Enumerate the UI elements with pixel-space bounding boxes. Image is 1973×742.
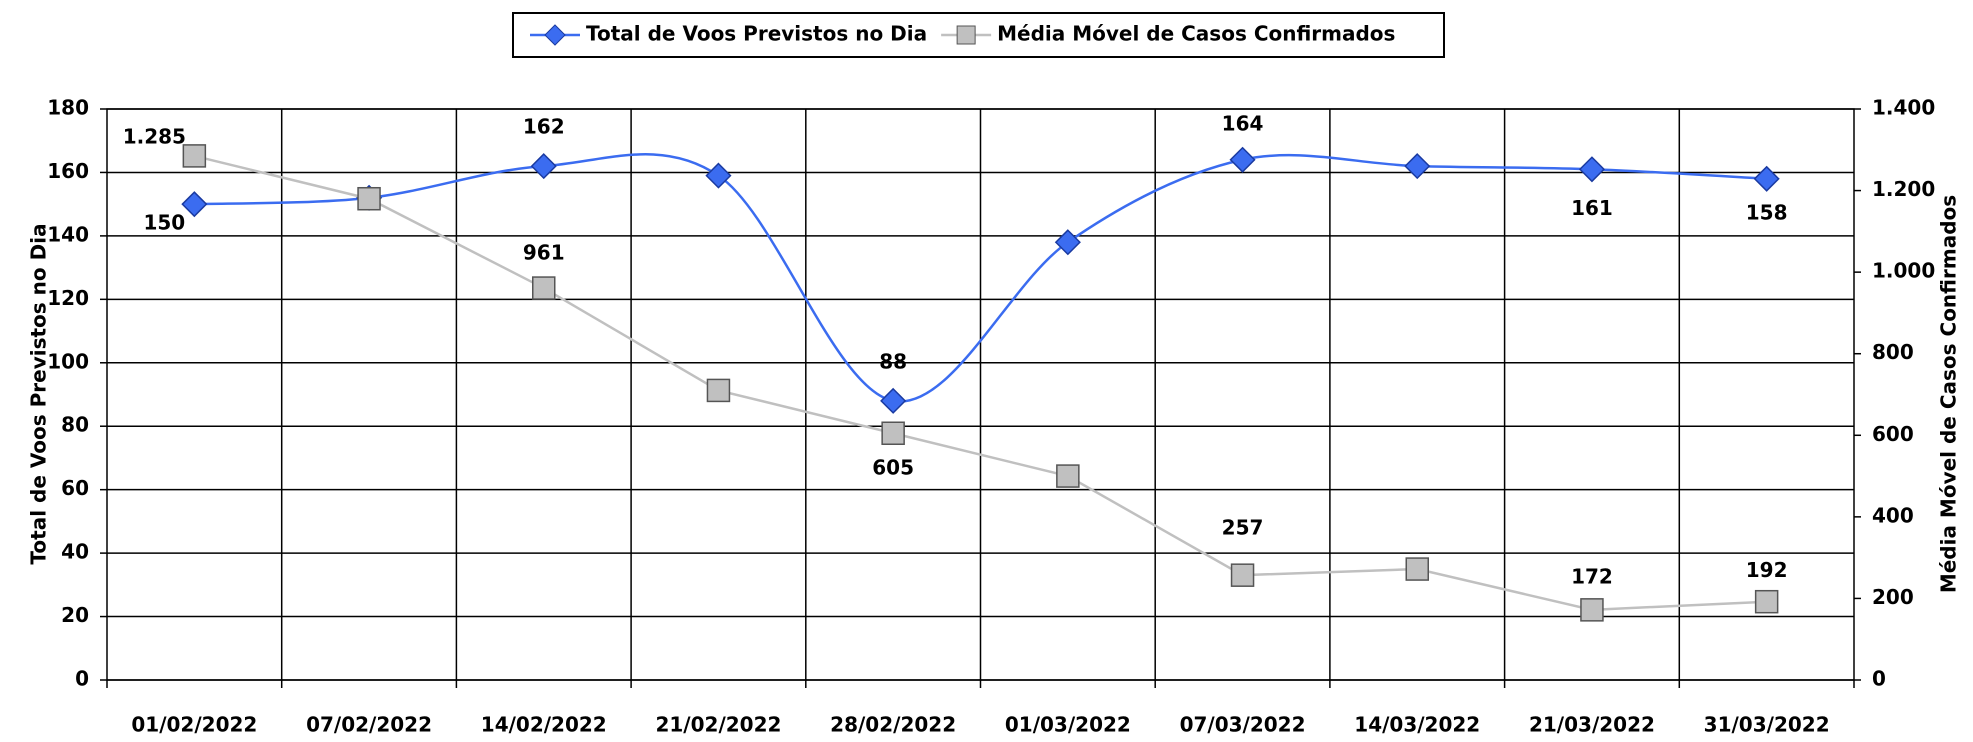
y-tick-label: 180 — [47, 96, 89, 120]
y-tick-label: 0 — [75, 667, 89, 691]
diamond-marker — [1054, 229, 1081, 256]
y-tick-label: 60 — [61, 476, 89, 500]
series-line — [194, 154, 1767, 612]
y2-tick-label: 1.000 — [1872, 259, 1935, 283]
data-label: 257 — [1222, 516, 1264, 540]
y2-tick-label: 1.400 — [1872, 96, 1935, 120]
data-label: 961 — [523, 241, 565, 265]
data-label: 161 — [1571, 196, 1613, 220]
legend-label: Média Móvel de Casos Confirmados — [997, 22, 1395, 46]
square-marker — [1056, 464, 1080, 488]
legend-square — [956, 25, 976, 45]
y2-tick-label: 1.200 — [1872, 177, 1935, 201]
square-marker — [532, 276, 556, 300]
x-tick-label: 14/03/2022 — [1354, 713, 1480, 737]
diamond-marker — [181, 191, 208, 218]
x-tick-label: 14/02/2022 — [481, 713, 607, 737]
diamond-marker — [530, 153, 557, 180]
diamond-marker — [1753, 165, 1780, 192]
x-tick-label: 07/02/2022 — [306, 713, 432, 737]
x-tick-label: 01/03/2022 — [1005, 713, 1131, 737]
x-tick-label: 21/02/2022 — [655, 713, 781, 737]
y-tick-label: 100 — [47, 349, 89, 373]
x-tick-label: 28/02/2022 — [830, 713, 956, 737]
diamond-marker — [705, 162, 732, 189]
data-label: 192 — [1746, 558, 1788, 582]
square-marker — [1580, 598, 1604, 622]
y-tick-label: 20 — [61, 603, 89, 627]
data-label: 150 — [143, 211, 185, 235]
square-marker — [182, 144, 207, 168]
square-marker — [1230, 563, 1255, 587]
y-axis-title: Total de Voos Previstos no Dia — [27, 223, 51, 564]
y2-tick-label: 400 — [1872, 503, 1914, 527]
series-line — [194, 153, 1767, 403]
x-tick-label: 31/03/2022 — [1704, 713, 1830, 737]
data-label: 172 — [1571, 564, 1613, 588]
x-tick-label: 07/03/2022 — [1180, 713, 1306, 737]
data-label: 605 — [872, 456, 914, 480]
diamond-marker — [1229, 146, 1256, 173]
y-tick-label: 160 — [47, 159, 89, 183]
y-tick-label: 120 — [47, 286, 89, 310]
square-marker — [1754, 589, 1779, 614]
diamond-marker — [1404, 153, 1431, 180]
y2-axis-title: Média Móvel de Casos Confirmados — [1937, 195, 1961, 593]
y2-tick-label: 200 — [1872, 585, 1914, 609]
x-tick-label: 21/03/2022 — [1529, 713, 1655, 737]
data-label: 162 — [523, 115, 565, 139]
square-marker — [1405, 557, 1429, 581]
legend-diamond — [544, 24, 566, 46]
data-label: 158 — [1746, 200, 1788, 224]
y-tick-label: 80 — [61, 413, 89, 437]
data-label: 1.285 — [123, 124, 186, 148]
x-tick-label: 01/02/2022 — [131, 713, 257, 737]
diamond-marker — [880, 387, 907, 414]
y2-tick-label: 0 — [1872, 667, 1886, 691]
y-tick-label: 140 — [47, 222, 89, 246]
square-marker — [357, 186, 381, 211]
square-marker — [881, 421, 905, 445]
y2-tick-label: 600 — [1872, 422, 1914, 446]
square-marker — [706, 378, 731, 403]
data-label: 164 — [1222, 111, 1264, 135]
plot-frame — [106, 108, 1855, 681]
y-tick-label: 40 — [61, 540, 89, 564]
y2-tick-label: 800 — [1872, 340, 1914, 364]
legend-label: Total de Voos Previstos no Dia — [586, 22, 927, 46]
data-label: 88 — [879, 349, 907, 373]
diamond-marker — [1578, 156, 1606, 183]
